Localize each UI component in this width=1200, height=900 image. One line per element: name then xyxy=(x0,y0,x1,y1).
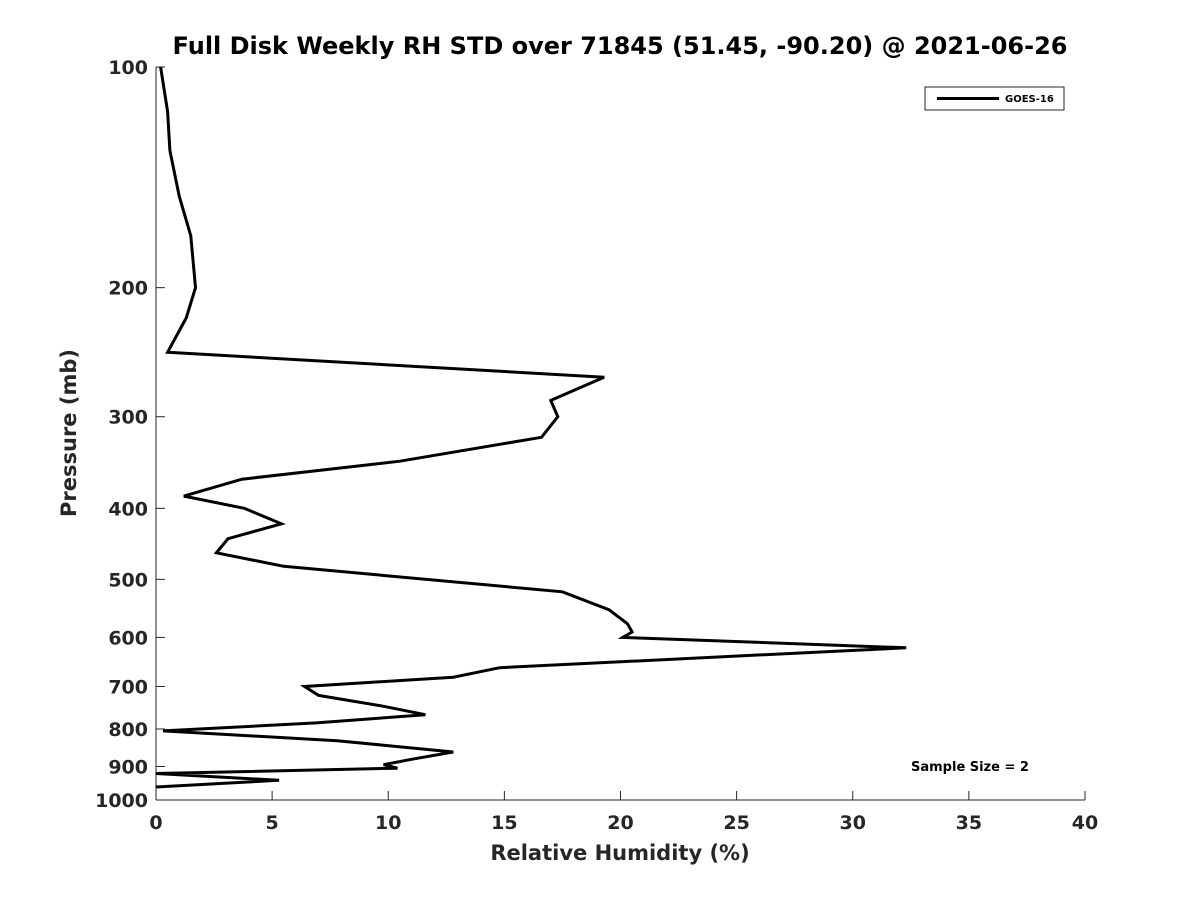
y-tick-label: 300 xyxy=(108,407,148,429)
sample-size-annotation: Sample Size = 2 xyxy=(911,760,1029,775)
x-tick-label: 20 xyxy=(607,812,633,834)
x-tick-label: 5 xyxy=(266,812,279,834)
y-axis-label: Pressure (mb) xyxy=(57,349,81,517)
y-tick-label: 900 xyxy=(108,756,148,778)
x-axis-label: Relative Humidity (%) xyxy=(490,841,749,865)
series-group xyxy=(155,66,907,789)
x-tick-label: 15 xyxy=(491,812,517,834)
x-tick-label: 40 xyxy=(1072,812,1098,834)
y-tick-label: 700 xyxy=(108,676,148,698)
y-tick-label: 100 xyxy=(108,57,148,79)
chart-title: Full Disk Weekly RH STD over 71845 (51.4… xyxy=(173,32,1068,60)
x-tick-label: 30 xyxy=(840,812,866,834)
y-tick-label: 400 xyxy=(108,498,148,520)
x-tick-label: 0 xyxy=(149,812,162,834)
series-line-goes-16 xyxy=(155,66,907,789)
y-tick-label: 500 xyxy=(108,569,148,591)
y-ticks: 100 200 300 400 500 600 700 800 900 1000 xyxy=(95,57,165,812)
x-tick-label: 35 xyxy=(956,812,982,834)
x-tick-label: 25 xyxy=(723,812,749,834)
x-ticks: 0 5 10 15 20 25 30 35 40 xyxy=(149,791,1098,834)
legend: GOES-16 xyxy=(924,86,1065,111)
x-tick-label: 10 xyxy=(375,812,401,834)
y-tick-label: 800 xyxy=(108,719,148,741)
y-tick-label: 1000 xyxy=(95,790,148,812)
legend-label-goes-16: GOES-16 xyxy=(1005,94,1054,105)
y-tick-label: 600 xyxy=(108,627,148,649)
y-tick-label: 200 xyxy=(108,278,148,300)
